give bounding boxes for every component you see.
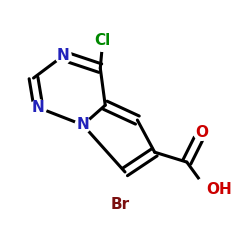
Circle shape [75, 117, 91, 133]
Circle shape [195, 178, 218, 201]
Text: N: N [57, 48, 70, 63]
Text: Br: Br [110, 196, 130, 212]
Text: N: N [76, 118, 89, 132]
Circle shape [194, 124, 210, 140]
Circle shape [30, 100, 46, 116]
Text: OH: OH [206, 182, 232, 197]
Circle shape [92, 30, 113, 51]
Text: Cl: Cl [94, 34, 111, 48]
Text: O: O [195, 125, 208, 140]
Circle shape [55, 48, 71, 64]
Circle shape [108, 192, 132, 216]
Text: N: N [32, 100, 45, 115]
